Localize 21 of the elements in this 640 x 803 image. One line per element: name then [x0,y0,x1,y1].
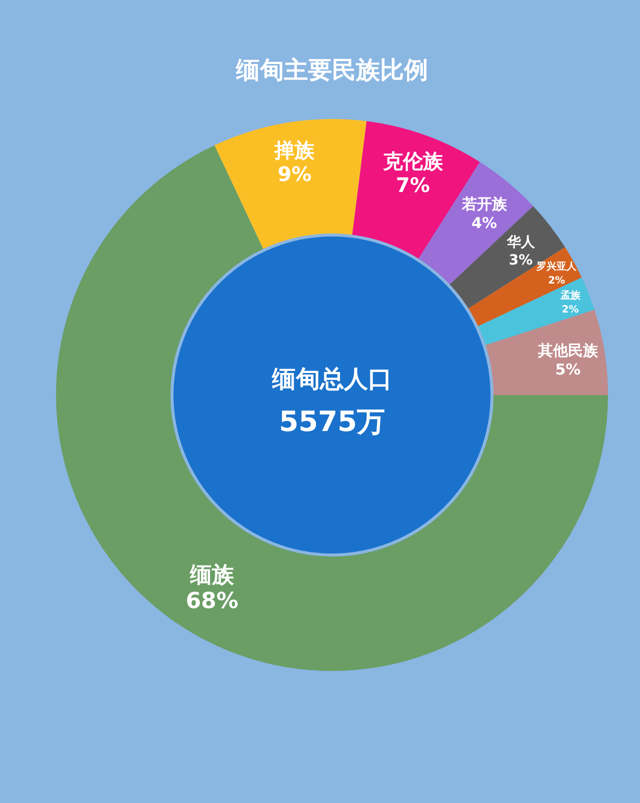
slice-label: 若开族 [460,194,508,213]
text: 5575万 [279,405,385,438]
data-label: 7% [396,173,430,198]
data-label: 4% [472,214,497,232]
donut-slice [467,247,582,327]
donut-slice [214,119,367,250]
data-label: 9% [278,162,312,186]
data-label: 2% [562,304,579,316]
data-label: 2% [548,276,566,287]
slice-label: 克伦族 [382,149,444,174]
data-label: 3% [508,252,533,269]
data-label: 5% [555,360,581,379]
data-label: 68% [186,588,238,614]
slice-label: 孟族 [559,290,582,302]
slice-label: 华人 [506,234,536,251]
slice-label: 其他民族 [536,342,599,360]
slice-label: 罗兴亚人 [536,260,578,273]
slice-label: 掸族 [274,138,316,162]
chart-title: 缅甸主要民族比例 [235,56,428,84]
slice-label: 缅族 [189,562,236,588]
text: 缅甸总人口 [271,365,392,393]
